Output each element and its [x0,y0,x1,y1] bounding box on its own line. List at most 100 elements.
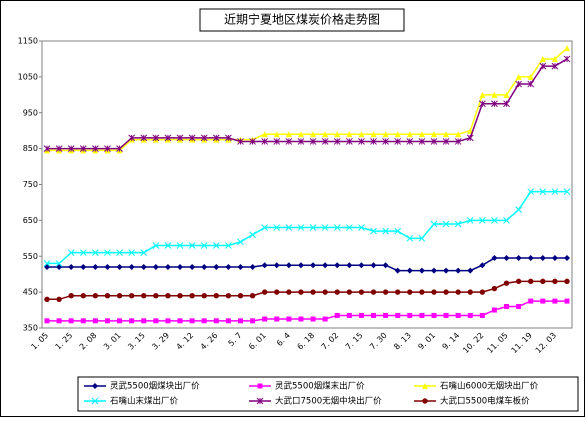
data-point [563,55,571,63]
data-point [322,131,329,138]
data-point [431,312,437,318]
data-point [419,312,425,318]
data-point [116,264,123,271]
data-point [188,242,196,249]
data-point [201,293,207,299]
data-point [213,264,220,271]
data-point [491,100,498,108]
data-point [333,224,341,231]
data-point [491,91,498,98]
data-point [117,318,123,324]
data-point [225,134,232,142]
data-point [141,318,147,324]
data-point [564,255,570,262]
data-point [407,312,413,318]
data-point [297,131,304,138]
data-point [491,217,498,224]
data-point [104,293,111,299]
data-point [298,289,304,295]
data-point [418,234,426,242]
data-point [56,296,62,302]
data-point [407,289,413,295]
data-point [334,262,341,269]
data-point [249,293,256,299]
data-point [478,217,486,224]
data-point [358,289,365,295]
data-point [321,138,329,145]
data-point [370,138,377,145]
data-point [140,264,147,271]
data-point [430,138,438,145]
data-point [491,255,498,262]
legend-label: 灵武5500烟煤末出厂价 [275,381,365,392]
data-point [44,318,50,324]
data-point [515,73,522,80]
data-point [382,289,389,295]
data-point [213,293,220,299]
legend-marker [257,383,263,389]
data-point [310,131,317,138]
data-point [261,138,269,145]
data-point [467,312,473,318]
legend-marker [256,397,264,405]
data-point [128,134,136,142]
data-point [370,289,377,295]
data-point [564,278,570,285]
data-point [116,145,123,152]
legend-label: 大武口5500电煤车板价 [440,396,530,407]
data-point [201,264,208,271]
data-point [552,278,558,285]
data-point [322,262,329,269]
data-point [261,262,268,269]
data-point [527,73,534,80]
data-point [273,131,280,138]
data-point [563,188,571,196]
legend-box [77,376,579,412]
data-point [394,131,401,138]
data-point [418,267,425,274]
series-line [47,190,567,265]
data-point [322,316,328,322]
data-point [406,131,413,138]
data-point [286,316,292,322]
data-point [394,227,402,235]
data-point [334,289,340,295]
data-point [165,318,171,324]
legend-marker [92,383,98,389]
series-line [47,58,568,150]
data-point [43,260,51,267]
data-point [491,307,497,313]
data-point [528,298,534,304]
data-point [455,267,462,274]
data-point [140,249,148,257]
data-point [334,131,341,138]
data-point [333,138,341,145]
data-point [297,262,304,269]
data-point [225,293,232,299]
data-point [551,255,558,262]
data-point [503,91,510,98]
data-point [141,293,147,299]
data-point [310,316,316,322]
data-point [56,318,62,324]
data-point [250,318,256,324]
data-point [92,318,98,324]
data-point [395,312,401,318]
data-point [540,298,546,304]
data-point [346,131,353,138]
data-point [153,293,159,299]
data-point [371,312,377,318]
data-point [503,255,510,262]
legend-label: 大武口7500无烟中块出厂价 [275,396,382,407]
data-point [358,262,365,269]
data-point [394,267,401,274]
data-point [346,262,353,269]
data-point [261,289,268,295]
data-point [225,318,231,324]
y-tick-label: 850 [23,144,38,153]
data-point [322,289,328,295]
data-point [297,138,305,145]
data-point [200,134,208,142]
data-point [491,285,498,292]
